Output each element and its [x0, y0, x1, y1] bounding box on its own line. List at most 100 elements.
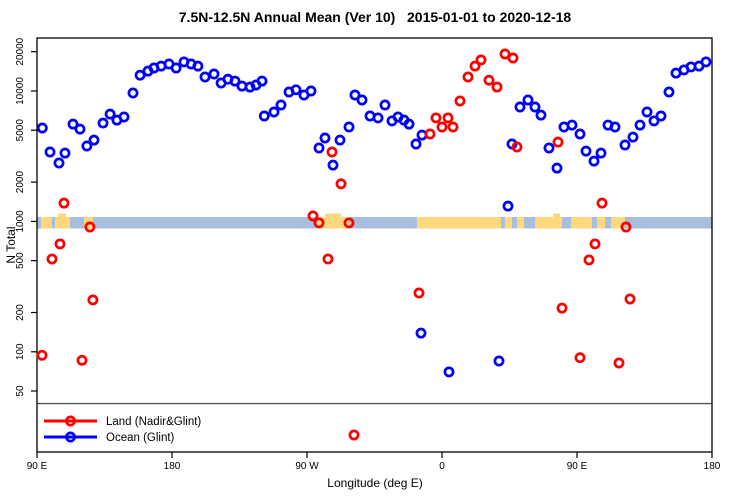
land-strip-segment	[417, 217, 501, 229]
data-point-ocean	[275, 99, 287, 111]
data-point-land	[87, 294, 99, 306]
data-point-land	[335, 178, 347, 190]
x-tick-label: 90 E	[567, 461, 588, 472]
data-point-ocean	[410, 138, 422, 150]
x-tick-label: 0	[439, 461, 445, 472]
data-point-ocean	[81, 140, 93, 152]
chart-title: 7.5N-12.5N Annual Mean (Ver 10) 2015-01-…	[178, 9, 572, 25]
data-point-land	[326, 146, 338, 158]
data-point-land	[556, 302, 568, 314]
y-tick-label: 1000	[15, 210, 26, 233]
data-point-land	[343, 217, 355, 229]
data-point-ocean	[619, 139, 631, 151]
data-point-ocean	[372, 112, 384, 124]
data-point-land	[620, 221, 632, 233]
land-strip-segment	[505, 217, 512, 229]
data-point-land	[447, 121, 459, 133]
data-point-ocean	[343, 121, 355, 133]
data-point-ocean	[97, 117, 109, 129]
data-point-ocean	[256, 75, 268, 87]
data-point-ocean	[595, 147, 607, 159]
data-point-ocean	[535, 109, 547, 121]
y-tick-label: 10000	[15, 77, 26, 105]
data-point-land	[552, 136, 564, 148]
land-strip-segment	[571, 217, 592, 229]
data-point-ocean	[663, 86, 675, 98]
data-point-ocean	[543, 142, 555, 154]
data-point-ocean	[258, 110, 270, 122]
data-point-ocean	[199, 71, 211, 83]
data-point-land	[624, 293, 636, 305]
x-tick-label: 180	[704, 461, 721, 472]
data-point-land	[469, 60, 481, 72]
data-point-ocean	[244, 81, 256, 93]
data-point-ocean	[36, 122, 48, 134]
data-point-ocean	[74, 123, 86, 135]
data-point-ocean	[443, 366, 455, 378]
land-strip-bump	[553, 213, 560, 218]
data-point-ocean	[529, 101, 541, 113]
data-point-land	[313, 217, 325, 229]
data-point-ocean	[609, 121, 621, 133]
plot-box	[36, 37, 713, 453]
data-point-ocean	[502, 200, 514, 212]
land-strip-segment	[535, 217, 562, 229]
data-point-land	[462, 71, 474, 83]
data-point-ocean	[655, 110, 667, 122]
data-point-ocean	[334, 134, 346, 146]
y-axis-title: N Total	[4, 226, 18, 264]
data-point-land	[475, 54, 487, 66]
data-point-land	[413, 287, 425, 299]
data-point-land	[58, 197, 70, 209]
y-tick-label: 500	[15, 252, 26, 269]
x-tick-label: 180	[164, 461, 181, 472]
y-tick-label: 2000	[15, 171, 26, 194]
data-point-land	[436, 121, 448, 133]
data-point-land	[499, 48, 511, 60]
data-point-ocean	[127, 87, 139, 99]
y-tick-label: 20000	[15, 37, 26, 65]
data-point-ocean	[648, 115, 660, 127]
data-point-ocean	[634, 119, 646, 131]
data-point-land	[54, 238, 66, 250]
data-point-ocean	[88, 134, 100, 146]
data-point-ocean	[170, 62, 182, 74]
data-point-ocean	[514, 101, 526, 113]
data-point-ocean	[566, 119, 578, 131]
data-point-ocean	[522, 94, 534, 106]
land-strip-bump	[325, 213, 341, 218]
legend-label: Ocean (Glint)	[106, 432, 175, 444]
data-point-ocean	[627, 131, 639, 143]
data-point-ocean	[305, 85, 317, 97]
land-strip-segment	[611, 217, 625, 229]
land-strip-segment	[597, 217, 606, 229]
data-point-land	[424, 128, 436, 140]
land-strip-segment	[317, 217, 349, 229]
data-point-ocean	[349, 89, 361, 101]
data-point-ocean	[641, 106, 653, 118]
data-point-ocean	[327, 159, 339, 171]
data-point-ocean	[134, 69, 146, 81]
data-point-ocean	[415, 327, 427, 339]
y-tick-label: 50	[15, 385, 26, 397]
data-point-ocean	[313, 142, 325, 154]
data-point-land	[596, 197, 608, 209]
data-point-ocean	[44, 146, 56, 158]
data-point-land	[348, 429, 360, 441]
y-tick-label: 100	[15, 343, 26, 360]
ocean-strip	[37, 217, 712, 229]
data-point-land	[589, 238, 601, 250]
data-point-land	[430, 112, 442, 124]
data-point-ocean	[290, 84, 302, 96]
data-point-ocean	[700, 56, 712, 68]
data-point-ocean	[574, 128, 586, 140]
data-point-ocean	[59, 147, 71, 159]
land-strip-segment	[55, 217, 70, 229]
data-point-ocean	[53, 157, 65, 169]
data-point-land	[322, 253, 334, 265]
data-point-ocean	[192, 60, 204, 72]
data-point-land	[76, 354, 88, 366]
data-point-land	[442, 112, 454, 124]
